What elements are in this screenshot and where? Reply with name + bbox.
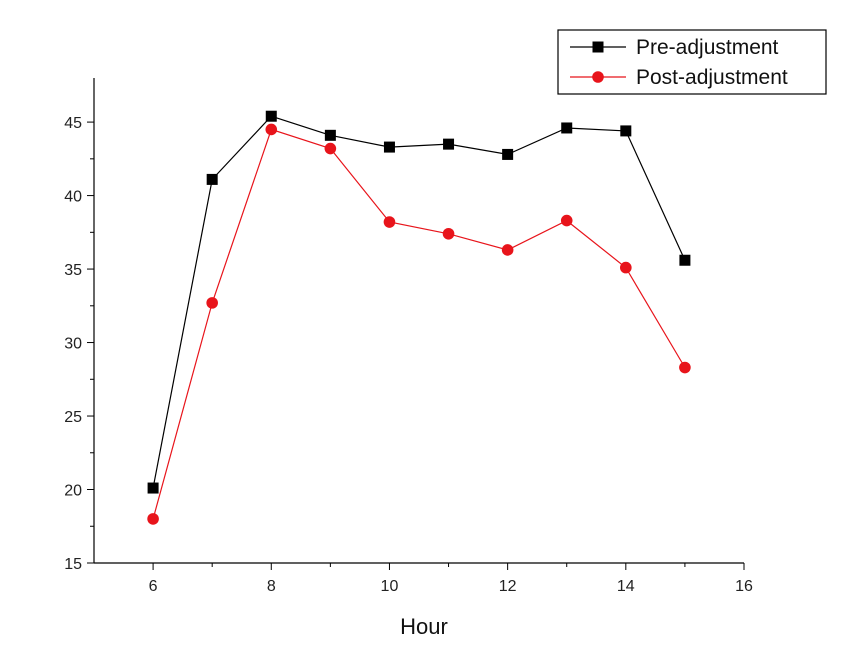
pre-adjustment-line (152, 115, 686, 489)
y-tick-label: 15 (64, 556, 82, 573)
post-adjustment-line (152, 128, 686, 520)
post-adjustment-point (206, 297, 218, 309)
legend-box (557, 29, 827, 95)
x-axis-title: Hour (400, 614, 448, 639)
pre-adjustment-point (502, 148, 514, 160)
x-tick-label: 10 (381, 578, 399, 595)
axes (93, 78, 744, 564)
y-tick-label: 35 (64, 262, 82, 279)
legend-post-adjustment-label: Post-adjustment (636, 66, 788, 89)
pre-adjustment-point (561, 122, 573, 134)
pre-adjustment-point (324, 129, 336, 141)
series-layer (147, 110, 691, 525)
post-adjustment-point (501, 244, 514, 256)
pre-adjustment-point (679, 254, 691, 266)
x-tick-label: 8 (267, 578, 276, 595)
y-tick-label: 45 (64, 115, 82, 132)
post-adjustment-point (620, 261, 632, 274)
post-adjustment-point (383, 216, 396, 228)
post-adjustment-point (147, 513, 159, 525)
legend-post-adjustment-marker (592, 71, 604, 83)
post-adjustment-point (442, 227, 455, 240)
pre-adjustment-point (206, 173, 218, 185)
post-adjustment-point (265, 123, 278, 136)
post-adjustment-point (679, 361, 691, 374)
pre-adjustment-point (383, 141, 395, 153)
y-tick-label: 30 (64, 336, 82, 353)
post-adjustment-point (560, 214, 573, 227)
legend-pre-adjustment-label: Pre-adjustment (636, 36, 779, 59)
x-tick-label: 14 (617, 578, 635, 595)
pre-adjustment-point (620, 125, 632, 137)
y-tick-label: 40 (64, 189, 82, 206)
y-tick-label: 20 (64, 483, 82, 500)
pre-adjustment-point (147, 482, 159, 494)
ticks: 6 8 10 12 14 16 15 20 25 30 35 40 45 (64, 115, 753, 595)
post-adjustment-point (324, 142, 337, 155)
legend-pre-adjustment-marker (592, 41, 604, 53)
x-tick-label: 16 (735, 578, 753, 595)
pre-adjustment-point (265, 110, 277, 122)
legend: Pre-adjustment Post-adjustment (557, 29, 827, 95)
x-tick-label: 12 (499, 578, 517, 595)
x-tick-label: 6 (149, 578, 158, 595)
pre-adjustment-point (443, 138, 455, 150)
y-tick-label: 25 (64, 409, 82, 426)
